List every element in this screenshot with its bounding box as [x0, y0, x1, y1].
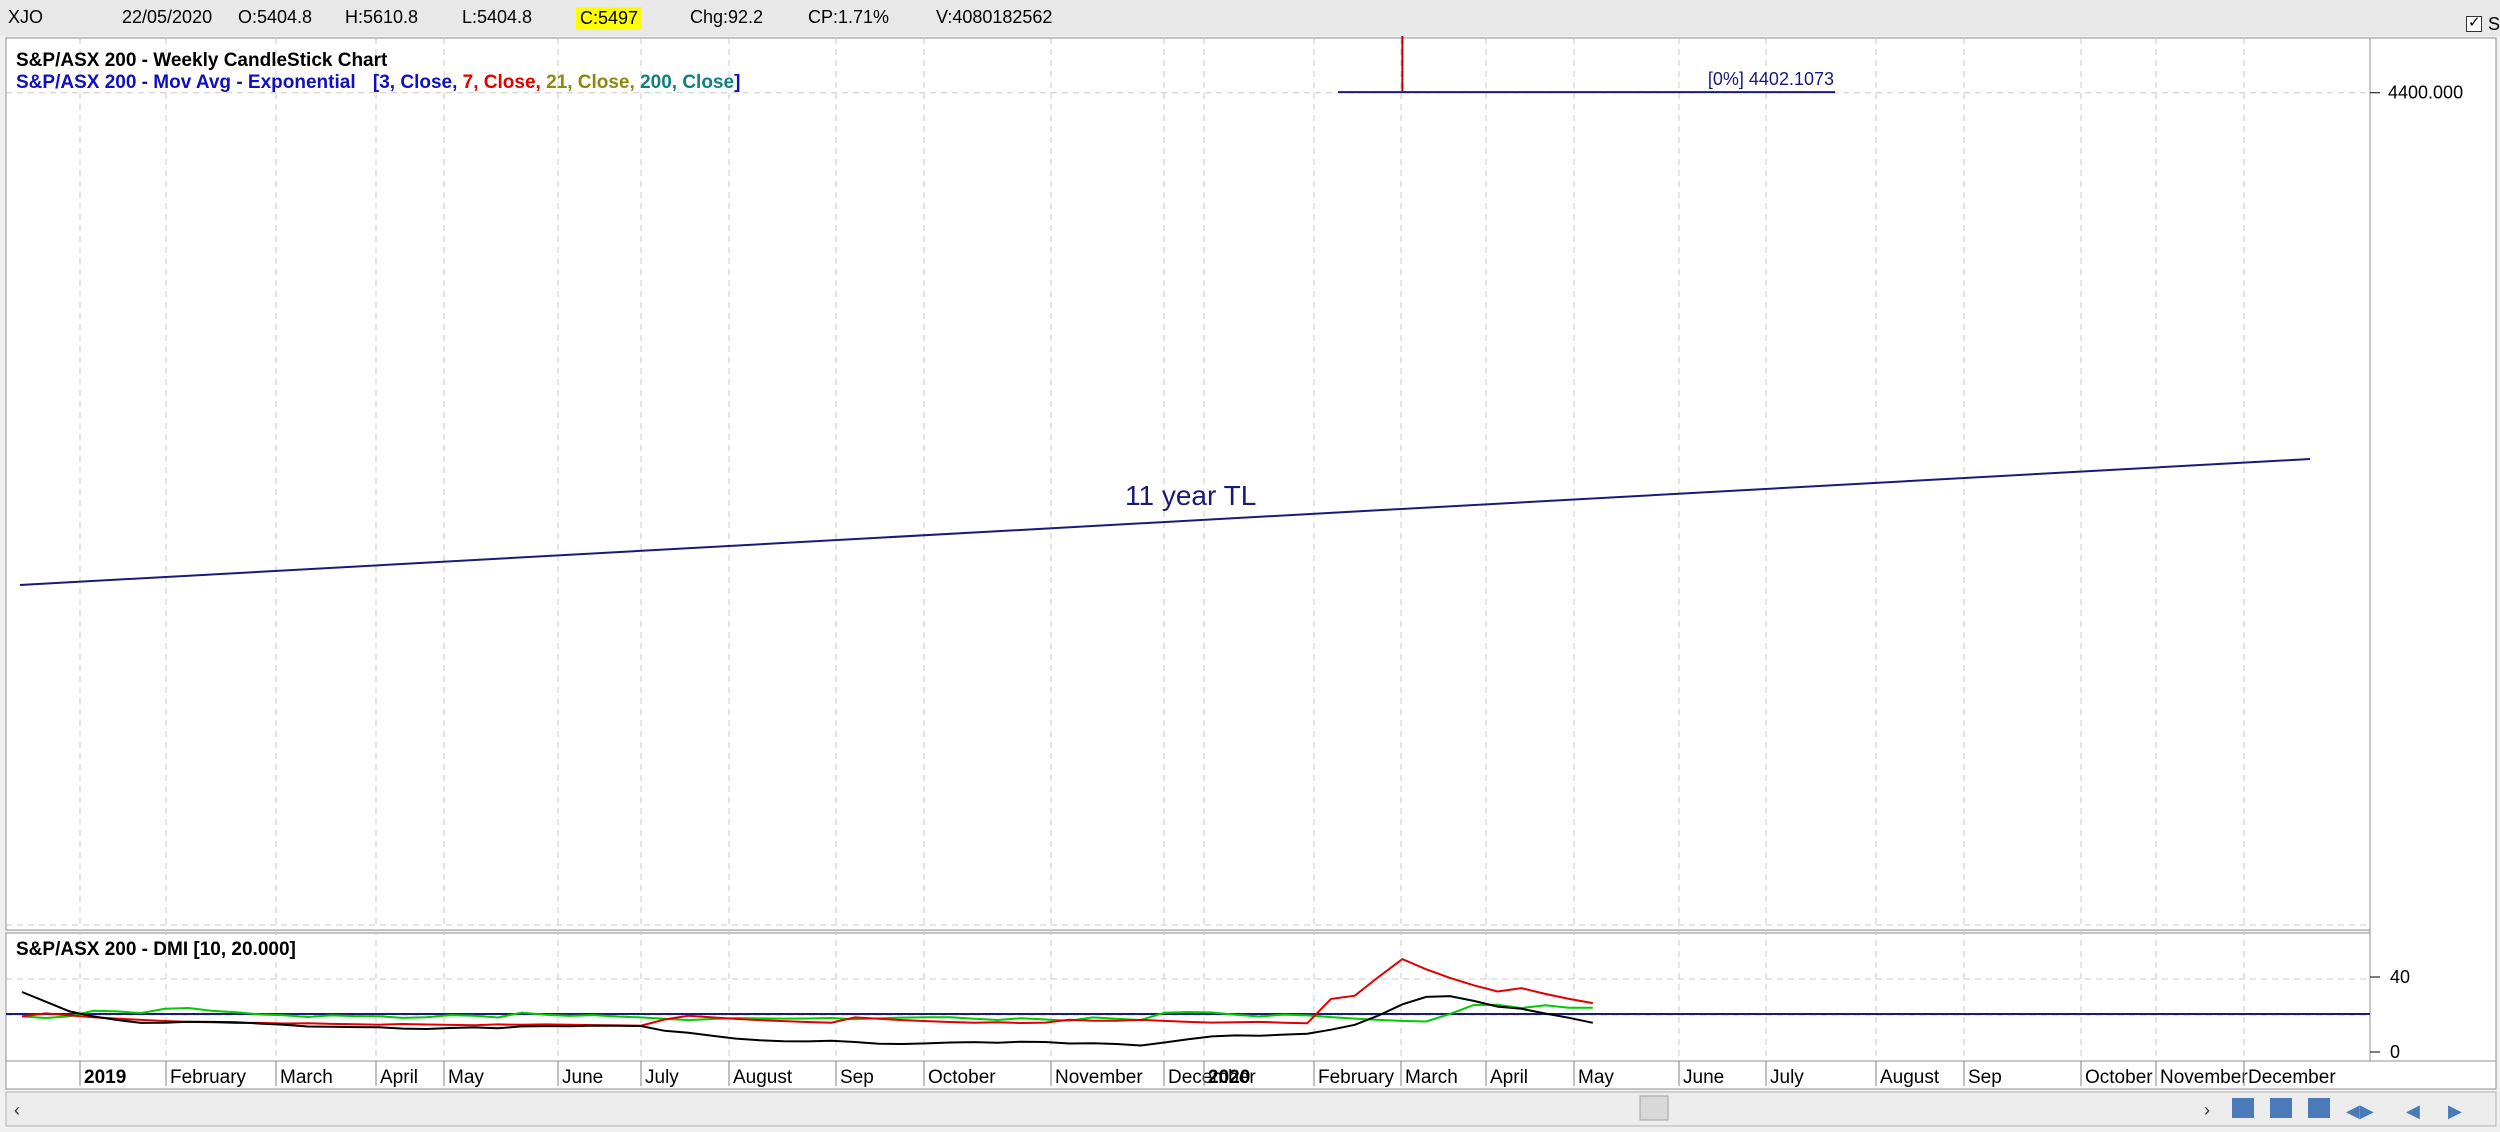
x-tick-label: Sep	[1968, 1067, 2002, 1088]
quote-volume: V:4080182562	[936, 7, 1053, 27]
scroll-right-icon[interactable]: ›	[2204, 1100, 2210, 1120]
symbol: XJO	[8, 7, 44, 27]
x-tick-label: May	[1578, 1067, 1614, 1088]
x-tick-label: June	[562, 1067, 603, 1088]
toolbar-icon-1[interactable]	[2232, 1098, 2254, 1118]
chart-title: S&P/ASX 200 - Weekly CandleStick Chart	[16, 50, 388, 71]
dmi-tick-40: 40	[2390, 967, 2410, 987]
nav-next-icon[interactable]: ▶	[2448, 1101, 2462, 1121]
x-tick-label: October	[928, 1067, 996, 1088]
quote-change-pct: CP:1.71%	[808, 7, 890, 27]
quote-bar: XJO 22/05/2020 O:5404.8 H:5610.8 L:5404.…	[0, 0, 2500, 37]
toolbar-icon-3[interactable]	[2308, 1098, 2330, 1118]
ma-legend-param: ]	[734, 72, 740, 93]
x-tick-label: October	[2085, 1067, 2153, 1088]
price-panel-bg	[5, 37, 2371, 931]
quote-date: 22/05/2020	[122, 7, 213, 27]
toolbar-icon-2[interactable]	[2270, 1098, 2292, 1118]
dmi-tick-0: 0	[2390, 1042, 2400, 1062]
plus-di-line	[21, 1003, 1593, 1023]
x-tick-label: July	[645, 1067, 679, 1088]
quote-high: H:5610.8	[345, 7, 419, 27]
dmi-panel-bg	[5, 932, 2371, 1062]
ma-legend: S&P/ASX 200 - Mov Avg - Exponential [3, …	[16, 72, 740, 93]
trendline-label: 11 year TL	[1125, 480, 1256, 511]
quote-low: L:5404.8	[462, 7, 533, 27]
x-tick-label: December	[2248, 1067, 2336, 1088]
x-tick-label: August	[733, 1067, 793, 1088]
show-last-label: Show Last	[2488, 14, 2500, 34]
price-axis: 4400.0004800.0005200.0005600.0006000.000…	[2370, 83, 2463, 103]
x-tick-label: February	[1318, 1067, 1395, 1088]
y-tick-label: 4400.000	[2388, 83, 2463, 103]
ma-legend-param: 200, Close	[640, 72, 734, 93]
trendline-11-year[interactable]	[19, 458, 2311, 586]
ma-legend-param: 3, Close,	[379, 72, 462, 93]
adx-line	[21, 991, 1594, 1047]
x-tick-label: November	[1055, 1067, 1143, 1088]
checkbox-check-icon[interactable]	[2466, 13, 2482, 32]
x-tick-label: 2019	[84, 1067, 126, 1088]
date-axis: 2019 February March April May June July August S…	[79, 1061, 2336, 1088]
nav-prev-icon[interactable]: ◀	[2406, 1101, 2420, 1121]
x-tick-label: July	[1770, 1067, 1804, 1088]
minus-di-line	[21, 957, 1593, 1027]
x-tick-label: June	[1683, 1067, 1724, 1088]
toolbar-icons[interactable]: ◀▶ ◀ ▶	[2232, 1098, 2462, 1121]
ma-legend-param: 21, Close,	[546, 72, 640, 93]
x-tick-label: April	[1490, 1067, 1528, 1088]
scrollbar-thumb[interactable]	[1639, 1095, 1669, 1121]
fibonacci-retracement[interactable]: [100%] 7203.6795[78.6%] 6604.1431[61.8%]…	[1338, 36, 1835, 94]
ma-legend-param: 7, Close,	[463, 72, 546, 93]
x-tick-label: December	[1168, 1067, 1256, 1088]
quote-close: C:5497	[576, 7, 643, 30]
quote-open: O:5404.8	[238, 7, 313, 27]
x-tick-label: March	[1405, 1067, 1458, 1088]
x-tick-label: March	[280, 1067, 333, 1088]
ma-legend-prefix: S&P/ASX 200 - Mov Avg - Exponential	[16, 72, 356, 93]
axis-panel-bg	[2369, 37, 2497, 1062]
x-tick-label: May	[448, 1067, 484, 1088]
x-tick-label: 2020	[1208, 1067, 1250, 1088]
scrollbar[interactable]	[5, 1091, 2497, 1127]
time-gridlines	[79, 38, 2245, 1061]
nav-first-icon[interactable]: ◀▶	[2346, 1101, 2374, 1121]
x-tick-label: April	[380, 1067, 418, 1088]
x-tick-label: February	[170, 1067, 247, 1088]
chart-area[interactable]: 4400.0004800.0005200.0005600.0006000.000…	[0, 36, 2500, 1132]
x-tick-label: Sep	[840, 1067, 874, 1088]
show-last-checkbox[interactable]: Show Last	[2466, 7, 2500, 34]
dmi-title: S&P/ASX 200 - DMI [10, 20.000]	[16, 939, 296, 960]
x-tick-label: November	[2160, 1067, 2248, 1088]
fib-label: [0%] 4402.1073	[1708, 69, 1834, 89]
dmi-lines	[6, 957, 2370, 1047]
scroll-left-icon[interactable]: ‹	[14, 1100, 20, 1120]
x-tick-label: August	[1880, 1067, 1940, 1088]
quote-change: Chg:92.2	[690, 7, 764, 27]
ma-legend-param: [	[373, 72, 380, 93]
